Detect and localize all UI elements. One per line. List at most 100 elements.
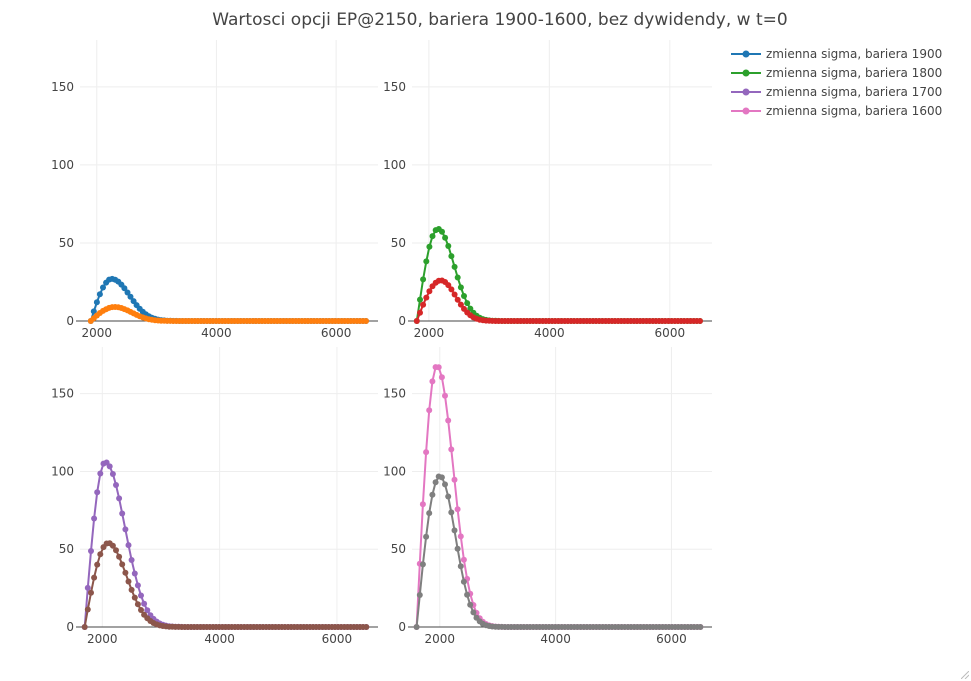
data-point <box>448 286 455 293</box>
data-point <box>457 563 464 570</box>
data-point <box>138 592 144 599</box>
data-point <box>697 624 704 630</box>
legend-label: zmienna sigma, bariera 1600 <box>766 104 942 118</box>
data-point <box>91 574 98 581</box>
legend-item-1[interactable]: zmienna sigma, bariera 1900 <box>731 47 942 61</box>
x-tick-label: 6000 <box>322 632 353 646</box>
data-point <box>94 561 101 568</box>
data-point <box>454 545 461 552</box>
data-point <box>109 471 116 477</box>
data-point <box>416 592 423 598</box>
data-point <box>134 601 141 608</box>
data-point <box>426 510 433 517</box>
data-point <box>417 296 423 303</box>
data-point <box>125 542 132 549</box>
data-point <box>113 547 119 554</box>
x-tick-label: 4000 <box>540 632 571 646</box>
data-point <box>423 258 430 265</box>
series-3-1 <box>81 459 370 630</box>
series-line <box>415 475 701 628</box>
y-tick-label: 100 <box>51 464 74 478</box>
y-tick-label: 50 <box>59 236 74 250</box>
data-point <box>413 318 420 324</box>
y-tick-label: 0 <box>398 620 406 634</box>
y-tick-label: 150 <box>51 80 74 94</box>
data-point <box>363 624 370 630</box>
x-tick-label: 2000 <box>81 326 112 340</box>
data-point <box>125 578 132 585</box>
y-tick-label: 100 <box>383 464 406 478</box>
x-tick-label: 6000 <box>321 326 352 340</box>
data-point <box>429 378 436 385</box>
subplot-3: 0 50 100 150 2000 4000 6000 <box>51 347 378 646</box>
subplot-1: 0 50 100 150 2000 4000 6000 <box>51 40 378 340</box>
legend-swatch-marker <box>742 69 750 77</box>
data-point <box>442 481 448 488</box>
legend-label: zmienna sigma, bariera 1800 <box>766 66 942 80</box>
data-point <box>442 234 449 241</box>
legend-item-4[interactable]: zmienna sigma, bariera 1600 <box>731 104 942 118</box>
data-point <box>134 582 141 589</box>
x-tick-label: 2000 <box>87 632 118 646</box>
y-tick-label: 150 <box>51 387 74 401</box>
data-point <box>128 586 135 593</box>
series-2-2 <box>413 277 703 324</box>
series-1-2 <box>87 304 369 324</box>
data-point <box>94 489 101 496</box>
data-point <box>124 289 131 296</box>
y-tick-label: 50 <box>391 236 406 250</box>
data-point <box>457 301 464 308</box>
data-point <box>97 551 104 558</box>
data-point <box>448 509 455 516</box>
legend-item-3[interactable]: zmienna sigma, bariera 1700 <box>731 85 942 99</box>
data-point <box>697 318 703 324</box>
data-point <box>90 308 97 315</box>
series-1-1 <box>87 275 369 324</box>
series-line <box>415 366 701 628</box>
data-point <box>144 607 151 614</box>
data-point <box>423 294 430 301</box>
x-tick-label: 4000 <box>201 326 232 340</box>
data-point <box>445 282 452 289</box>
data-point <box>128 557 135 563</box>
data-point <box>460 578 467 585</box>
data-point <box>429 491 436 498</box>
data-point <box>438 374 445 381</box>
data-point <box>106 463 113 470</box>
data-point <box>122 569 129 576</box>
data-point <box>467 601 474 608</box>
data-point <box>113 482 119 488</box>
data-point <box>464 591 471 598</box>
legend-swatch-marker <box>742 107 750 115</box>
data-point <box>423 449 430 456</box>
y-tick-label: 50 <box>59 542 74 556</box>
data-point <box>438 474 445 481</box>
legend-item-2[interactable]: zmienna sigma, bariera 1800 <box>731 66 942 80</box>
x-tick-label: 6000 <box>656 632 687 646</box>
y-tick-label: 0 <box>398 314 406 328</box>
data-point <box>88 548 94 554</box>
data-point <box>445 417 452 424</box>
y-tick-label: 0 <box>66 620 74 634</box>
data-point <box>445 493 452 500</box>
legend-label: zmienna sigma, bariera 1700 <box>766 85 942 99</box>
resize-handle-icon[interactable] <box>961 671 969 679</box>
data-point <box>81 624 88 630</box>
legend-swatch-marker <box>742 88 750 96</box>
data-point <box>141 600 148 607</box>
data-point <box>116 495 123 502</box>
data-point <box>413 624 420 630</box>
data-point <box>420 276 427 283</box>
data-point <box>423 533 430 540</box>
data-point <box>451 527 458 534</box>
legend[interactable]: zmienna sigma, bariera 1900 zmienna sigma… <box>731 47 942 118</box>
data-point <box>116 553 123 560</box>
series-3-2 <box>81 540 370 630</box>
data-point <box>131 570 138 577</box>
data-point <box>442 392 448 399</box>
data-point <box>419 501 426 508</box>
series-line <box>83 542 367 628</box>
data-point <box>457 284 464 291</box>
data-point <box>454 274 461 281</box>
